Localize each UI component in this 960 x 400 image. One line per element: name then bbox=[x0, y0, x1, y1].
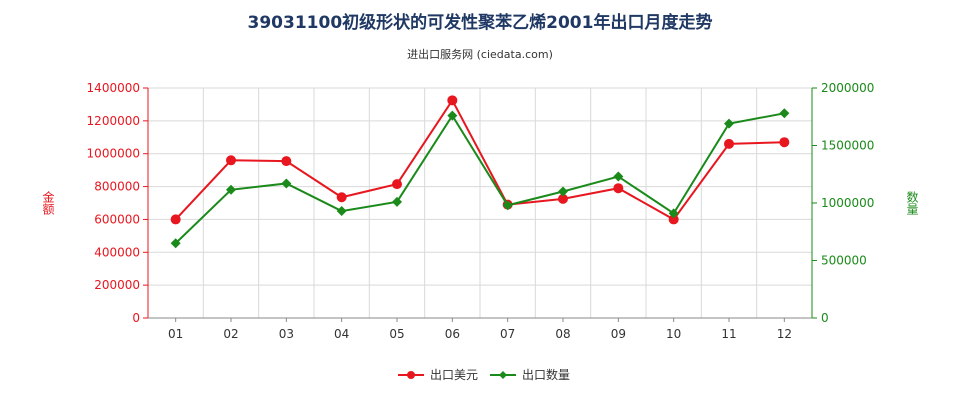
y-left-tick-label: 0 bbox=[132, 311, 140, 325]
y-left-tick-label: 800000 bbox=[94, 180, 140, 194]
x-tick-label: 09 bbox=[611, 327, 626, 341]
y-right-tick-label: 2000000 bbox=[821, 81, 874, 95]
series-2-point bbox=[558, 186, 568, 197]
x-tick-label: 06 bbox=[445, 327, 460, 341]
y-right-tick-label: 0 bbox=[821, 311, 829, 325]
chart-subtitle: 进出口服务网 (ciedata.com) bbox=[407, 48, 553, 61]
series-1-point bbox=[392, 179, 402, 190]
series-2-point bbox=[447, 110, 458, 121]
series-2-point bbox=[170, 238, 181, 249]
series-2-point bbox=[392, 196, 402, 207]
series-2-point bbox=[613, 171, 624, 182]
legend-label-2: 出口数量 bbox=[522, 367, 570, 382]
series-2-point bbox=[336, 206, 347, 217]
y-left-tick-label: 1000000 bbox=[87, 147, 140, 161]
y-left-tick-label: 1200000 bbox=[87, 114, 140, 128]
x-tick-label: 02 bbox=[223, 327, 238, 341]
y-left-tick-label: 200000 bbox=[94, 278, 140, 292]
x-tick-label: 04 bbox=[334, 327, 349, 341]
x-tick-label: 10 bbox=[666, 327, 681, 341]
series-1-point bbox=[447, 95, 458, 106]
y-right-tick-label: 1000000 bbox=[821, 196, 874, 210]
series-2-point bbox=[281, 178, 292, 189]
series-1-point bbox=[613, 183, 624, 194]
y-left-axis-label: 金额 bbox=[41, 190, 55, 216]
y-right-tick-label: 1500000 bbox=[821, 139, 874, 153]
series-1-point bbox=[558, 193, 568, 204]
x-tick-label: 01 bbox=[168, 327, 183, 341]
series-1-point bbox=[336, 192, 347, 203]
legend-marker-2 bbox=[499, 371, 507, 379]
series-1-point bbox=[779, 137, 790, 148]
chart-title: 39031100初级形状的可发性聚苯乙烯2001年出口月度走势 bbox=[247, 13, 713, 33]
x-tick-label: 11 bbox=[721, 327, 736, 341]
series-1-point bbox=[724, 138, 734, 149]
series-2-point bbox=[668, 208, 679, 219]
legend-label-1: 出口美元 bbox=[430, 368, 478, 382]
x-tick-label: 08 bbox=[555, 327, 570, 341]
series-line-2 bbox=[174, 112, 785, 244]
series-2-point bbox=[502, 200, 513, 211]
series-2-point bbox=[779, 108, 790, 119]
x-tick-label: 07 bbox=[500, 327, 515, 341]
series-line-1 bbox=[174, 98, 785, 221]
y-right-axis-label: 数量 bbox=[905, 190, 919, 215]
x-tick-label: 12 bbox=[777, 327, 792, 341]
legend-marker-1 bbox=[407, 371, 415, 379]
x-tick-label: 05 bbox=[389, 327, 404, 341]
x-tick-label: 03 bbox=[279, 327, 294, 341]
series-2-point bbox=[724, 118, 734, 129]
series-1-point bbox=[226, 155, 236, 166]
series-1-point bbox=[668, 214, 679, 225]
series-2-point bbox=[226, 184, 236, 195]
series-1-point bbox=[281, 156, 292, 167]
y-right-tick-label: 500000 bbox=[821, 254, 867, 268]
y-left-tick-label: 600000 bbox=[94, 212, 140, 226]
y-left-tick-label: 400000 bbox=[94, 245, 140, 259]
series-1-point bbox=[170, 214, 181, 225]
y-left-tick-label: 1400000 bbox=[87, 81, 140, 95]
